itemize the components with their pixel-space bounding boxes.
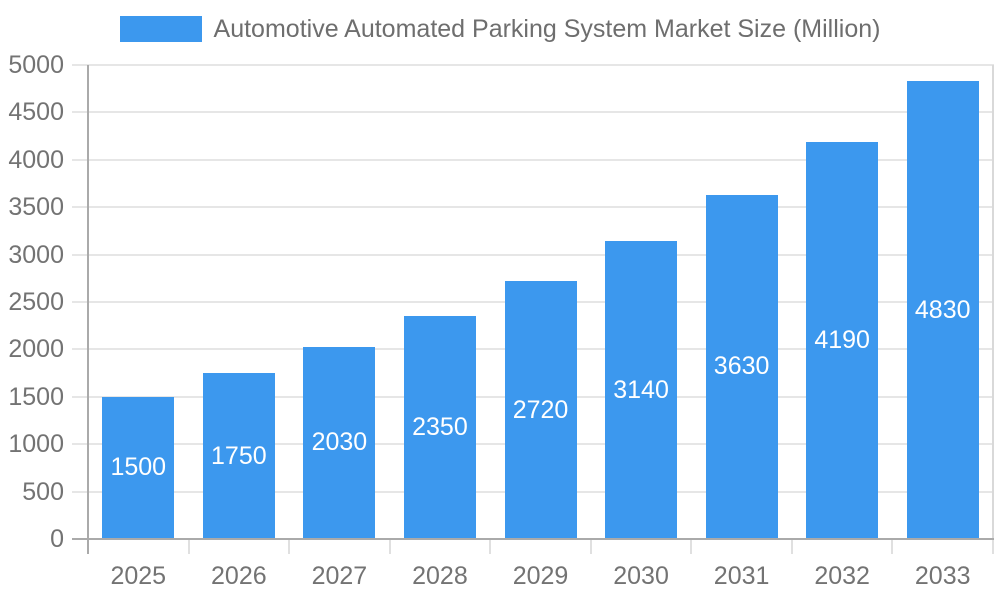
gridline <box>72 253 994 256</box>
x-axis-tick <box>388 539 391 554</box>
x-axis-tick-label: 2026 <box>211 562 267 590</box>
x-axis-line <box>72 538 994 540</box>
gridline <box>72 206 994 209</box>
y-axis-tick-label: 3500 <box>8 193 64 222</box>
bar[interactable]: 1500 <box>102 396 175 539</box>
bar[interactable]: 1750 <box>202 373 275 539</box>
bar-value-label: 2350 <box>412 413 468 442</box>
x-axis-tick <box>790 539 793 554</box>
chart-title[interactable]: Automotive Automated Parking System Mark… <box>213 14 881 43</box>
x-axis-tick <box>891 539 894 554</box>
bar[interactable]: 2720 <box>504 281 577 539</box>
bar[interactable]: 3630 <box>705 194 778 539</box>
x-axis-tick <box>992 539 994 554</box>
bar-value-label: 1750 <box>211 441 267 470</box>
y-axis-tick-label: 500 <box>22 477 64 506</box>
legend-swatch[interactable] <box>119 16 202 42</box>
bar-value-label: 4190 <box>814 325 870 354</box>
bar[interactable]: 2350 <box>403 316 476 539</box>
x-axis-tick <box>187 539 190 554</box>
bar[interactable]: 2030 <box>303 346 376 539</box>
x-axis-tick <box>288 539 291 554</box>
bar[interactable]: 4830 <box>906 81 979 539</box>
legend: Automotive Automated Parking System Mark… <box>0 0 1000 58</box>
gridline <box>72 64 994 66</box>
plot-right-border <box>992 65 994 539</box>
bar-value-label: 3630 <box>713 352 770 381</box>
y-axis-tick-label: 4500 <box>8 98 64 127</box>
bar[interactable]: 4190 <box>806 141 879 539</box>
y-axis-tick-label: 1000 <box>8 430 64 459</box>
y-axis-tick-label: 2500 <box>8 288 64 316</box>
bar-value-label: 3140 <box>613 375 669 404</box>
y-axis-tick-label: 4000 <box>8 145 64 174</box>
y-axis-tick-label: 1500 <box>8 382 64 411</box>
bar-value-label: 2030 <box>311 428 368 457</box>
x-axis-tick-label: 2028 <box>412 562 468 590</box>
y-axis-tick-label: 0 <box>50 525 64 553</box>
gridline <box>72 111 994 114</box>
x-axis-tick-label: 2029 <box>512 562 569 590</box>
x-axis-tick <box>489 539 492 554</box>
y-axis-line <box>87 65 89 554</box>
x-axis-tick-label: 2031 <box>713 562 770 590</box>
x-axis-tick-label: 2033 <box>914 562 971 590</box>
bar-value-label: 1500 <box>110 453 167 482</box>
x-axis-tick-label: 2032 <box>814 562 870 590</box>
gridline <box>72 158 994 161</box>
y-axis-tick-label: 2000 <box>8 335 64 364</box>
bar-value-label: 2720 <box>512 395 569 424</box>
x-axis-tick-label: 2027 <box>311 562 368 590</box>
y-axis-tick-label: 3000 <box>8 240 64 269</box>
x-axis-tick-label: 2030 <box>613 562 669 590</box>
x-axis-tick-label: 2025 <box>110 562 167 590</box>
x-axis-tick <box>589 539 592 554</box>
y-axis-tick-label: 5000 <box>8 51 64 79</box>
bar[interactable]: 3140 <box>605 241 678 539</box>
bar-value-label: 4830 <box>914 295 971 324</box>
x-axis-tick <box>690 539 693 554</box>
